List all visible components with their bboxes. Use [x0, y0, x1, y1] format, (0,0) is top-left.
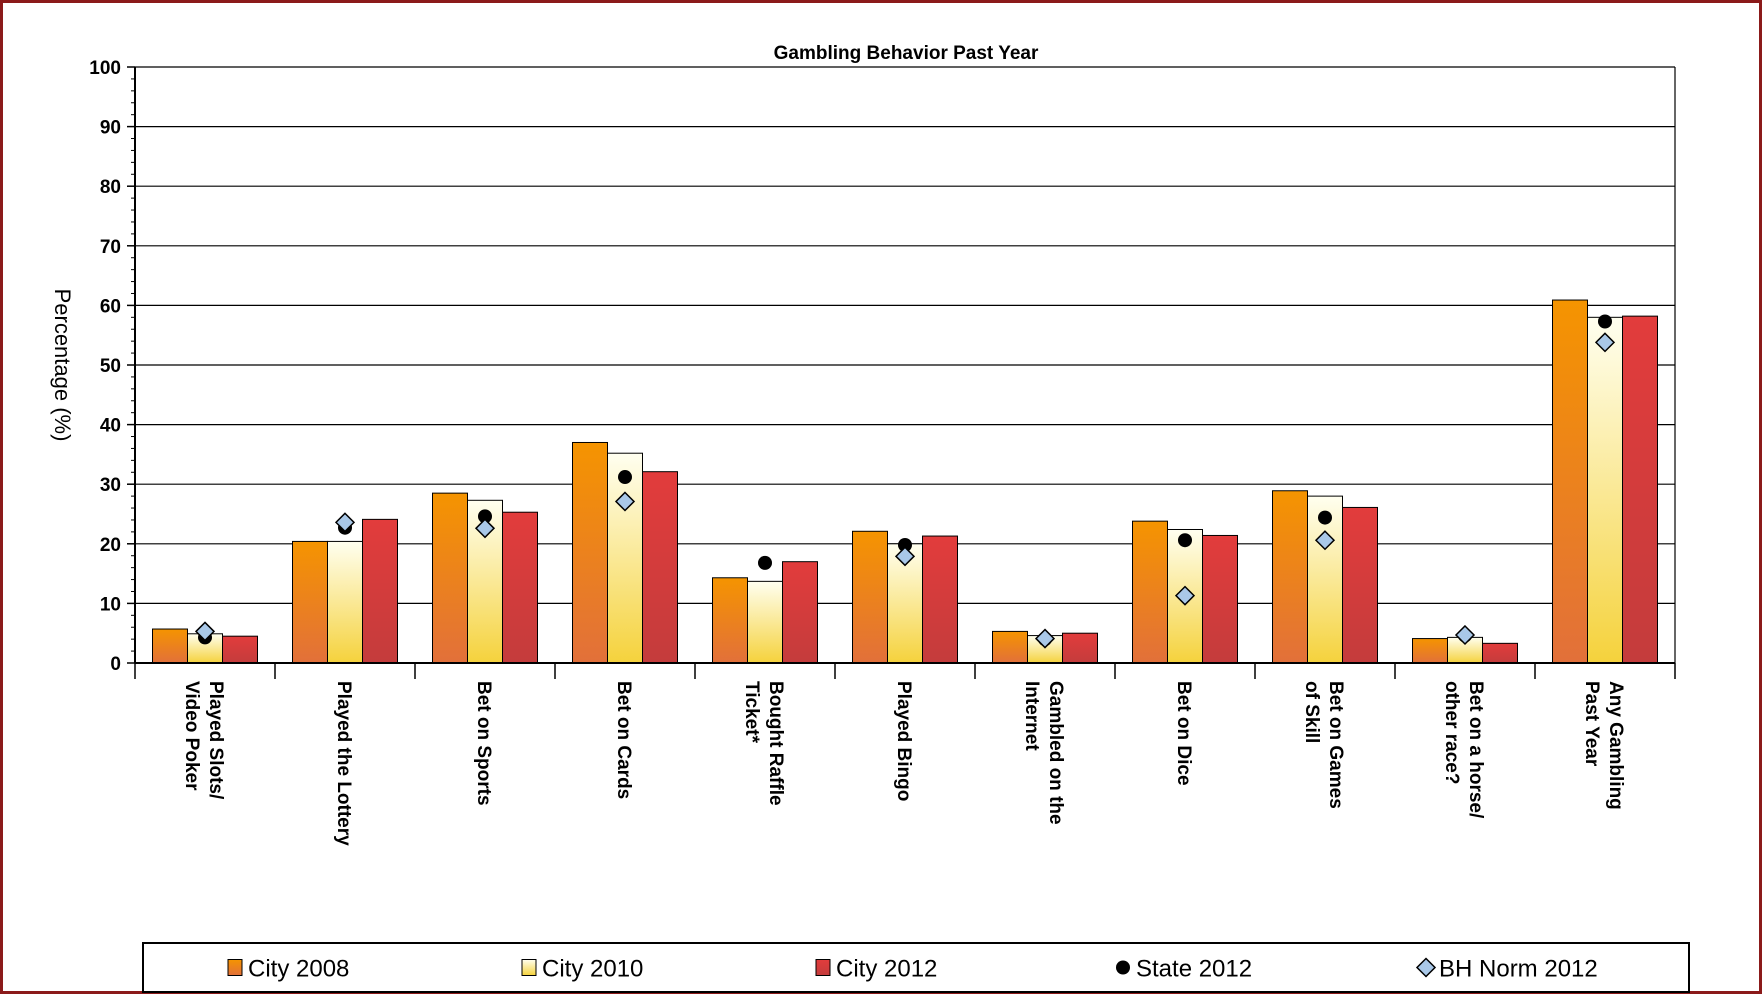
- y-tick-label: 10: [100, 594, 121, 615]
- marker-bh-norm-2012: [1314, 530, 1336, 551]
- x-tick-label: Played the Lottery: [333, 681, 354, 846]
- marker-state-2012: [1178, 533, 1192, 548]
- bar-city-2008: [1412, 638, 1448, 664]
- y-tick-label: 0: [110, 654, 121, 675]
- marker-bh-norm-2012: [894, 546, 916, 567]
- y-tick-label: 50: [100, 356, 121, 377]
- x-tick-label: Any Gambling: [1605, 681, 1626, 810]
- bar-city-2008: [152, 628, 188, 664]
- legend-swatch: [1415, 957, 1437, 978]
- bar-city-2010: [747, 580, 783, 664]
- bar-city-2012: [642, 471, 678, 664]
- legend: City 2008 City 2010 City 2012 State 2012 BH …: [142, 942, 1690, 993]
- chart-title: Gambling Behavior Past Year: [774, 43, 1039, 64]
- marker-state-2012: [618, 470, 632, 485]
- bar-city-2012: [1202, 534, 1238, 664]
- bar-city-2010: [1587, 316, 1623, 664]
- x-tick-label: Past Year: [1581, 681, 1602, 767]
- markers: [194, 314, 1616, 649]
- bar-city-2008: [712, 577, 748, 664]
- bar-city-2010: [607, 452, 643, 664]
- axes: 0 10 20 30 40 50 60 70 80 90 100 Played Slots/Video…: [89, 58, 1676, 846]
- legend-swatch: [815, 959, 831, 976]
- y-tick-label: 30: [100, 475, 121, 496]
- y-tick-label: 40: [100, 416, 121, 437]
- bar-city-2008: [852, 530, 888, 664]
- x-tick-label: Internet: [1021, 681, 1042, 751]
- legend-label: City 2008: [248, 956, 349, 983]
- marker-state-2012: [478, 509, 492, 524]
- y-axis-label: Percentage (%): [50, 289, 75, 442]
- y-tick-label: 70: [100, 237, 121, 258]
- marker-bh-norm-2012: [194, 621, 216, 642]
- bar-city-2012: [362, 518, 398, 664]
- bar-city-2012: [1062, 632, 1098, 664]
- bar-city-2012: [222, 635, 258, 664]
- x-tick-label: Video Poker: [181, 681, 202, 791]
- bars: [152, 299, 1658, 664]
- x-tick-label: Ticket*: [741, 681, 762, 744]
- y-tick-label: 20: [100, 535, 121, 556]
- legend-label: State 2012: [1136, 956, 1252, 983]
- x-tick-label: Bet on Cards: [613, 681, 634, 799]
- marker-state-2012: [758, 555, 772, 570]
- y-tick-label: 100: [89, 58, 121, 79]
- bar-city-2012: [502, 511, 538, 664]
- bar-city-2012: [1482, 642, 1518, 664]
- marker-bh-norm-2012: [474, 518, 496, 539]
- x-tick-label: Gambled on the: [1045, 681, 1066, 825]
- bar-city-2008: [1272, 490, 1308, 664]
- bar-city-2012: [1342, 506, 1378, 664]
- legend-label: BH Norm 2012: [1439, 956, 1598, 983]
- chart-canvas: Gambling Behavior Past Year 0 10 20 30 40 50 6…: [50, 43, 1690, 993]
- bar-city-2008: [292, 540, 328, 664]
- y-tick-label: 60: [100, 296, 121, 317]
- bar-city-2008: [992, 630, 1028, 664]
- bar-city-2012: [1622, 315, 1658, 664]
- marker-bh-norm-2012: [1174, 585, 1196, 606]
- bar-city-2008: [1552, 299, 1588, 664]
- x-tick-label: Bet on Sports: [473, 681, 494, 806]
- x-tick-label: Bet on Dice: [1173, 681, 1194, 786]
- y-tick-label: 80: [100, 177, 121, 198]
- bar-city-2008: [432, 492, 468, 664]
- bar-city-2008: [572, 441, 608, 664]
- x-tick-label: Bet on Games: [1325, 681, 1346, 809]
- marker-bh-norm-2012: [1454, 624, 1476, 646]
- marker-state-2012: [1598, 314, 1612, 329]
- marker-bh-norm-2012: [1594, 332, 1616, 353]
- legend-swatch: [1116, 960, 1130, 975]
- legend-label: City 2010: [542, 956, 643, 983]
- marker-bh-norm-2012: [614, 491, 636, 512]
- x-tick-label: Played Bingo: [893, 681, 914, 801]
- bar-city-2010: [327, 540, 363, 664]
- x-tick-label: Bet on a horse/: [1465, 681, 1486, 819]
- bar-city-2012: [922, 535, 958, 664]
- bar-city-2012: [782, 561, 818, 664]
- legend-swatch: [521, 959, 537, 976]
- x-tick-label: of Skill: [1301, 681, 1322, 743]
- legend-swatch: [227, 959, 243, 976]
- legend-label: City 2012: [836, 956, 937, 983]
- y-tick-label: 90: [100, 118, 121, 139]
- marker-state-2012: [1318, 510, 1332, 525]
- x-tick-label: Played Slots/: [205, 681, 226, 800]
- x-tick-label: Bought Raffle: [765, 681, 786, 806]
- x-tick-label: other race?: [1441, 681, 1462, 784]
- marker-bh-norm-2012: [334, 512, 356, 533]
- marker-bh-norm-2012: [1034, 628, 1056, 649]
- marker-state-2012: [898, 537, 912, 552]
- bar-city-2008: [1132, 520, 1168, 664]
